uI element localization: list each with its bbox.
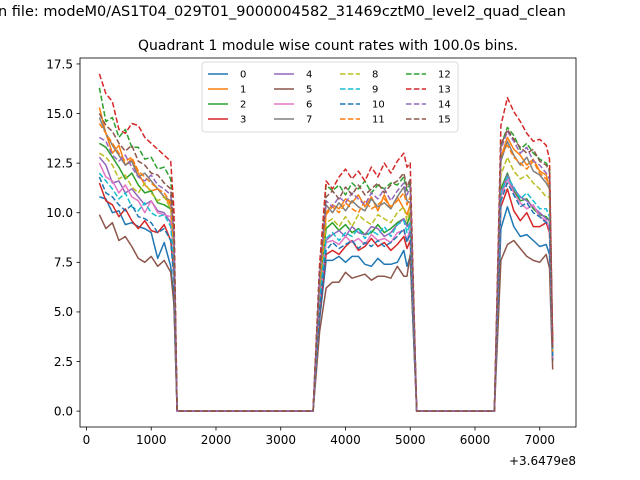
y-tick-label: 0.0 — [54, 404, 73, 418]
legend-label-14: 14 — [438, 100, 451, 111]
legend-label-6: 6 — [306, 100, 312, 111]
y-tick-label: 17.5 — [46, 57, 73, 71]
legend-entry: 4 — [274, 70, 312, 81]
legend-entry: 0 — [208, 70, 246, 81]
legend-entry: 7 — [274, 115, 312, 126]
legend-entry: 15 — [406, 115, 451, 126]
legend-entry: 9 — [340, 85, 378, 96]
chart-title: Quadrant 1 module wise count rates with … — [138, 38, 518, 54]
legend-label-13: 13 — [438, 85, 451, 96]
plot-area — [98, 73, 554, 412]
axes-frame — [79, 57, 577, 428]
y-tick-label: 15.0 — [46, 107, 73, 121]
legend-label-3: 3 — [240, 115, 246, 126]
legend-label-8: 8 — [372, 70, 378, 81]
series-line-0 — [99, 196, 554, 412]
series-line-11 — [98, 123, 554, 412]
series-line-4 — [98, 156, 554, 412]
legend-label-2: 2 — [240, 100, 246, 111]
y-tick-label: 10.0 — [46, 206, 73, 220]
legend-entry: 12 — [406, 70, 451, 81]
legend-label-5: 5 — [306, 85, 312, 96]
legend-entry: 5 — [274, 85, 312, 96]
legend-entry: 13 — [406, 85, 451, 96]
x-tick-label: 5000 — [395, 433, 426, 447]
x-tick-label: 3000 — [265, 433, 296, 447]
x-tick-label: 4000 — [330, 433, 361, 447]
y-tick-label: 2.5 — [54, 355, 73, 369]
y-tick-label: 12.5 — [46, 156, 73, 170]
legend-label-10: 10 — [372, 100, 385, 111]
series-line-5 — [98, 214, 554, 412]
legend-label-15: 15 — [438, 115, 451, 126]
legend-entry: 2 — [208, 100, 246, 111]
legend-entry: 1 — [208, 85, 246, 96]
legend-label-7: 7 — [306, 115, 312, 126]
x-axis-offset-text: +3.6479e8 — [509, 454, 576, 468]
legend-label-1: 1 — [240, 85, 246, 96]
series-line-3 — [98, 182, 554, 412]
legend-label-11: 11 — [372, 115, 385, 126]
legend-entry: 11 — [340, 115, 385, 126]
legend-box — [201, 61, 459, 133]
series-line-10 — [98, 176, 554, 412]
legend-entry: 6 — [274, 100, 312, 111]
legend-label-12: 12 — [438, 70, 451, 81]
series-line-9 — [98, 172, 554, 412]
series-line-12 — [98, 87, 554, 412]
x-tick-label: 1000 — [136, 433, 167, 447]
y-tick-label: 5.0 — [54, 305, 73, 319]
x-tick-label: 0 — [83, 433, 91, 447]
series-line-6 — [98, 162, 554, 412]
series-line-13 — [98, 73, 554, 412]
series-line-7 — [98, 117, 554, 412]
x-tick-label: 6000 — [460, 433, 491, 447]
series-lines — [98, 73, 554, 412]
figure-suptitle: n file: modeM0/AS1T04_029T01_9000004582_… — [0, 4, 566, 20]
x-tick-label: 7000 — [524, 433, 555, 447]
legend-entry: 14 — [406, 100, 451, 111]
legend-entry: 10 — [340, 100, 385, 111]
legend-entry: 3 — [208, 115, 246, 126]
legend-entry: 8 — [340, 70, 378, 81]
axes: 0 1000 2000 3000 4000 5000 6000 7000 0.0 2.5 5.0 7.… — [46, 57, 577, 447]
legend-label-4: 4 — [306, 70, 312, 81]
series-line-2 — [99, 142, 554, 412]
series-line-14 — [99, 130, 554, 412]
series-line-15 — [98, 113, 554, 412]
y-tick-label: 7.5 — [54, 256, 73, 270]
x-tick-label: 2000 — [201, 433, 232, 447]
legend-label-0: 0 — [240, 70, 246, 81]
legend-label-9: 9 — [372, 85, 378, 96]
